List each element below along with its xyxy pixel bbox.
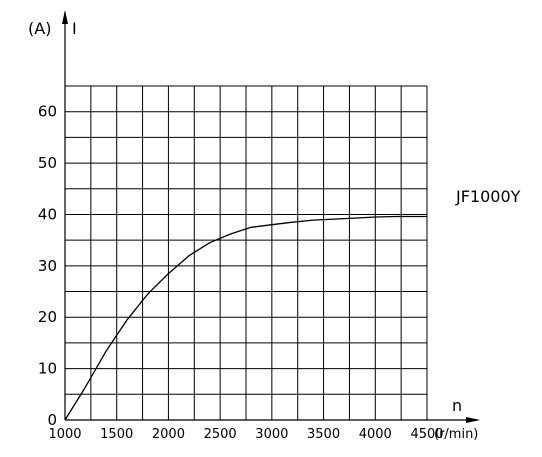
x-unit-label: (r/min) [434, 427, 478, 442]
x-tick-label: 2000 [152, 427, 185, 442]
model-label: JF1000Y [455, 187, 521, 206]
current-curve [64, 215, 427, 421]
x-tick-label: 1000 [48, 427, 81, 442]
y-tick-label: 10 [38, 360, 57, 378]
x-tick-label: 4000 [359, 427, 392, 442]
y-tick-label: 0 [47, 411, 57, 429]
y-tick-label: 60 [38, 103, 57, 121]
y-tick-label: 20 [38, 308, 57, 326]
x-tick-label: 4500 [410, 427, 443, 442]
x-tick-label: 1500 [100, 427, 133, 442]
y-tick-label: 40 [38, 205, 57, 223]
x-tick-label: 3500 [307, 427, 340, 442]
x-axis-arrow [466, 417, 480, 423]
x-tick-label: 3000 [255, 427, 288, 442]
y-unit-label: (A) [28, 19, 51, 38]
x-tick-label: 2500 [204, 427, 237, 442]
y-tick-label: 50 [38, 154, 57, 172]
x-axis-label: n [452, 396, 462, 415]
grid [65, 85, 428, 420]
y-axis-arrow [62, 10, 68, 24]
y-tick-label: 30 [38, 257, 57, 275]
series-layer [64, 215, 427, 421]
tick-labels: 0 10 20 30 40 50 60 1000 1500 2000 2500 3000 3500 400… [38, 103, 444, 442]
axes [62, 10, 480, 423]
y-axis-label: I [72, 19, 77, 38]
